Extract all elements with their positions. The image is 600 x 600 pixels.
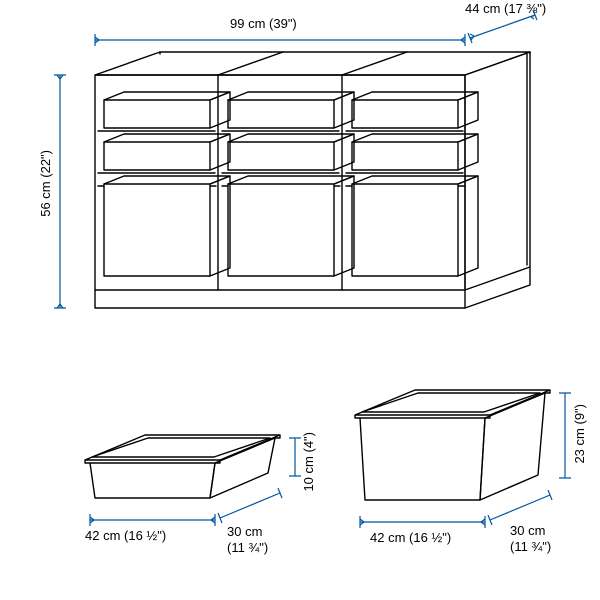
small-box-depth-label: 30 cm (11 ¾") bbox=[227, 524, 268, 555]
shelving-unit-diagram bbox=[0, 0, 600, 360]
small-box-height-label: 10 cm (4") bbox=[301, 432, 317, 492]
unit-depth-label: 44 cm (17 ⅜") bbox=[465, 1, 546, 17]
large-box-depth-label: 30 cm (11 ¾") bbox=[510, 523, 551, 554]
large-box-height-label: 23 cm (9") bbox=[572, 404, 588, 464]
large-box-diagram bbox=[320, 360, 600, 600]
unit-height-label: 56 cm (22") bbox=[38, 150, 54, 217]
large-box-width-label: 42 cm (16 ½") bbox=[370, 530, 451, 546]
small-box-diagram bbox=[30, 380, 340, 600]
unit-width-label: 99 cm (39") bbox=[230, 16, 297, 32]
small-box-width-label: 42 cm (16 ½") bbox=[85, 528, 166, 544]
